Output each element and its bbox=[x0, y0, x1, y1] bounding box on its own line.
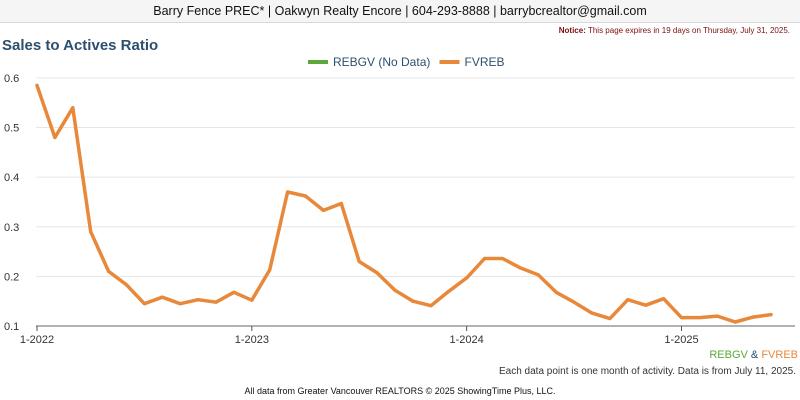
data-point bbox=[447, 289, 451, 293]
y-tick-label: 0.5 bbox=[4, 123, 19, 135]
y-tick-label: 0.6 bbox=[4, 73, 19, 85]
data-point bbox=[554, 290, 558, 294]
board-key-separator: & bbox=[750, 349, 759, 361]
data-point bbox=[339, 201, 343, 206]
data-point bbox=[482, 256, 487, 261]
board-key-rebgv: REBGV bbox=[709, 349, 748, 361]
data-point bbox=[71, 106, 75, 110]
board-key-fvreb: FVREB bbox=[761, 349, 798, 361]
x-tick-label: 1-2024 bbox=[450, 334, 484, 346]
legend-label: FVREB bbox=[465, 55, 505, 69]
data-point bbox=[715, 314, 719, 318]
data-point bbox=[429, 304, 433, 308]
x-tick-label: 1-2023 bbox=[235, 334, 269, 346]
data-point bbox=[250, 298, 254, 302]
data-point bbox=[321, 208, 326, 212]
data-point bbox=[644, 303, 648, 307]
x-tick-label: 1-2022 bbox=[20, 334, 54, 346]
data-point bbox=[626, 298, 630, 302]
data-point bbox=[536, 273, 540, 277]
data-point bbox=[733, 320, 737, 324]
data-point bbox=[393, 288, 397, 292]
data-point bbox=[751, 315, 755, 319]
data-point bbox=[679, 315, 684, 320]
y-tick-label: 0.1 bbox=[4, 321, 19, 333]
data-point bbox=[697, 315, 701, 320]
data-point bbox=[286, 190, 290, 194]
data-point bbox=[160, 295, 164, 299]
data-point bbox=[107, 269, 111, 274]
data-point bbox=[214, 300, 218, 304]
data-point bbox=[465, 276, 469, 280]
x-tick-label: 1-2025 bbox=[664, 334, 698, 346]
data-point bbox=[124, 283, 129, 287]
data-point bbox=[142, 302, 147, 306]
data-point bbox=[500, 256, 505, 261]
data-point bbox=[375, 271, 379, 275]
data-point bbox=[661, 297, 666, 301]
data-point bbox=[572, 300, 576, 304]
y-tick-label: 0.2 bbox=[4, 271, 19, 283]
series-line-fvreb bbox=[35, 83, 773, 324]
data-point bbox=[232, 290, 236, 294]
data-point bbox=[608, 316, 612, 321]
notice-label: Notice: bbox=[558, 26, 586, 35]
notice-text: This page expires in 19 days on Thursday… bbox=[587, 26, 790, 35]
data-point bbox=[53, 135, 57, 140]
y-tick-label: 0.4 bbox=[4, 172, 19, 184]
data-point bbox=[411, 299, 415, 303]
data-point bbox=[303, 194, 308, 198]
data-point bbox=[89, 230, 93, 234]
data-credit: All data from Greater Vancouver REALTORS… bbox=[244, 386, 556, 396]
data-point bbox=[518, 266, 522, 270]
data-point bbox=[590, 311, 594, 315]
board-key: REBGV & FVREB bbox=[709, 349, 798, 361]
data-point bbox=[196, 298, 200, 302]
chart-title: Sales to Actives Ratio bbox=[2, 37, 159, 54]
data-point bbox=[178, 302, 182, 306]
contact-text: Barry Fence PREC* | Oakwyn Realty Encore… bbox=[153, 4, 647, 18]
expiry-notice: Notice: This page expires in 19 days on … bbox=[559, 26, 790, 35]
data-point bbox=[357, 259, 361, 264]
y-tick-label: 0.3 bbox=[4, 222, 19, 234]
data-footnote: Each data point is one month of activity… bbox=[498, 366, 796, 377]
legend-label: REBGV (No Data) bbox=[333, 55, 430, 69]
data-point bbox=[35, 83, 39, 87]
data-point bbox=[769, 312, 773, 317]
contact-header: Barry Fence PREC* | Oakwyn Realty Encore… bbox=[0, 0, 800, 23]
data-point bbox=[268, 268, 272, 272]
